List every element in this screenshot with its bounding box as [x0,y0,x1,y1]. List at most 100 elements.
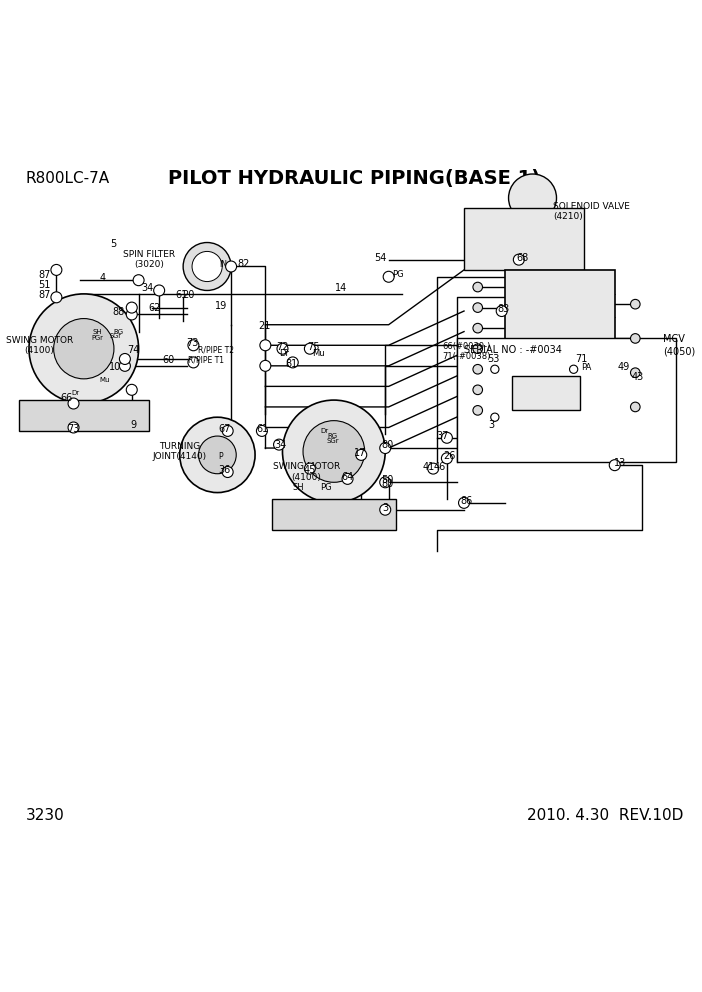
Text: SGr: SGr [326,438,339,444]
Text: 87: 87 [39,270,51,280]
Circle shape [303,421,364,482]
Text: 20: 20 [183,291,194,301]
Circle shape [68,398,79,409]
Text: R/PIPE T2: R/PIPE T2 [198,345,234,354]
Circle shape [380,504,391,515]
Text: PG: PG [320,482,331,492]
Text: Mu: Mu [99,377,110,383]
Text: 3230: 3230 [25,808,65,823]
Text: 75: 75 [307,341,319,351]
Circle shape [380,442,391,453]
Circle shape [630,333,640,343]
Circle shape [630,300,640,309]
Circle shape [287,357,298,368]
Text: 71: 71 [576,354,588,364]
Text: 37: 37 [436,431,449,440]
Circle shape [199,436,237,474]
Circle shape [473,385,482,395]
Text: PGr: PGr [91,335,103,341]
Text: 60: 60 [162,355,174,365]
Circle shape [119,353,131,364]
Circle shape [458,497,470,508]
Text: 83: 83 [498,304,510,314]
Circle shape [133,275,144,286]
Text: 2010. 4.30  REV.10D: 2010. 4.30 REV.10D [527,808,683,823]
Circle shape [183,242,231,291]
Text: Mu: Mu [312,349,325,358]
Text: SERIAL NO : -#0034: SERIAL NO : -#0034 [464,345,562,355]
Text: Dr: Dr [320,428,329,434]
Text: 80: 80 [382,439,394,449]
Text: 61: 61 [256,424,269,434]
Circle shape [51,265,62,276]
Text: 53: 53 [487,354,500,364]
Circle shape [630,368,640,378]
Circle shape [609,459,621,470]
Circle shape [188,340,199,351]
Bar [272,499,395,531]
Text: PA: PA [581,363,591,372]
Circle shape [508,174,557,222]
Bar [19,400,149,431]
Text: 36: 36 [218,465,230,475]
Bar [512,376,581,411]
Circle shape [154,285,165,296]
Circle shape [513,254,524,265]
Circle shape [473,364,482,374]
Circle shape [442,452,452,464]
Text: 68: 68 [516,253,529,263]
Text: 81: 81 [285,359,298,369]
Text: R800LC-7A: R800LC-7A [25,171,110,186]
Text: 88: 88 [112,308,124,317]
Circle shape [491,365,499,373]
Circle shape [277,343,288,354]
Text: 14: 14 [335,284,347,294]
Text: Dr: Dr [279,349,289,358]
Circle shape [442,433,452,443]
Text: 3: 3 [489,420,494,430]
Text: 19: 19 [215,301,227,310]
Text: 34: 34 [141,284,154,294]
Text: 54: 54 [374,253,387,263]
Circle shape [473,344,482,353]
Text: R/PIPE T1: R/PIPE T1 [187,356,224,365]
Circle shape [305,343,315,354]
Text: 49: 49 [618,362,630,372]
Text: 50: 50 [381,475,394,485]
Circle shape [180,418,255,493]
Text: 72: 72 [276,341,289,351]
Circle shape [356,449,366,460]
Circle shape [383,271,394,283]
Text: 73: 73 [67,424,80,434]
Circle shape [496,306,507,316]
Circle shape [491,413,499,422]
Circle shape [260,340,271,351]
Text: 46: 46 [434,461,446,471]
Text: 61: 61 [176,291,188,301]
Circle shape [68,422,79,433]
Circle shape [342,473,353,484]
Circle shape [380,477,391,488]
Text: SH: SH [93,328,102,334]
Text: 5: 5 [110,239,117,249]
Text: P: P [218,451,223,460]
Circle shape [260,360,271,371]
Text: RG: RG [113,328,123,334]
Text: 26: 26 [443,451,455,461]
Text: 86: 86 [460,496,472,506]
Circle shape [188,357,199,368]
Text: IN: IN [220,260,227,269]
Text: 45: 45 [304,465,316,475]
Text: 9: 9 [131,421,137,431]
Text: TURNING
JOINT(4140): TURNING JOINT(4140) [152,441,207,461]
Text: 17: 17 [354,447,366,458]
Circle shape [29,294,138,404]
Text: MCV
(4050): MCV (4050) [663,334,695,356]
Circle shape [225,261,237,272]
Circle shape [473,283,482,292]
Circle shape [126,303,137,313]
Circle shape [428,463,439,474]
Text: 51: 51 [39,280,51,290]
Text: 71(-#0038): 71(-#0038) [442,352,490,361]
Text: 62: 62 [148,303,161,312]
